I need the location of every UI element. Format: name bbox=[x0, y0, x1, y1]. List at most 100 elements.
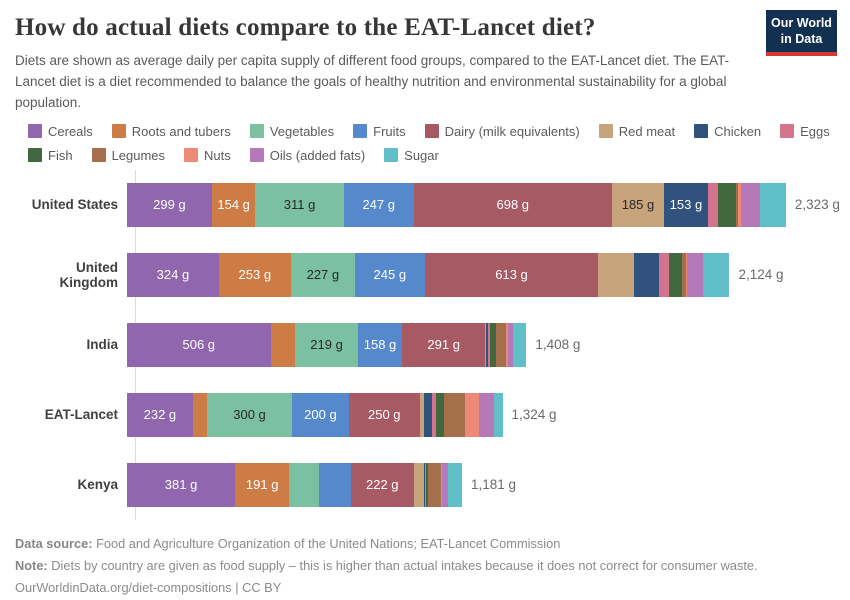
legend-swatch-icon bbox=[249, 124, 264, 139]
note-line: Note: Diets by country are given as food… bbox=[15, 555, 835, 577]
bar-total-label: 1,408 g bbox=[535, 337, 581, 353]
bar-segment[interactable] bbox=[423, 462, 425, 507]
bar-row: India 506 g 219 g 158 g 291 g 1,408 g bbox=[15, 310, 835, 380]
bar-segment[interactable] bbox=[687, 252, 703, 297]
bar-segment[interactable] bbox=[633, 252, 659, 297]
bar-segment[interactable]: 200 g bbox=[292, 392, 349, 437]
legend-label: Vegetables bbox=[269, 123, 335, 139]
bar-segment[interactable] bbox=[441, 462, 449, 507]
bar-segment[interactable]: 311 g bbox=[255, 182, 344, 227]
bar-segment[interactable]: 245 g bbox=[355, 252, 425, 297]
bar-segment[interactable] bbox=[424, 462, 426, 507]
segment-value-label: 153 g bbox=[669, 197, 703, 213]
bar-segment[interactable] bbox=[759, 182, 786, 227]
segment-value-label: 158 g bbox=[363, 337, 397, 353]
legend-item: Sugar bbox=[384, 148, 439, 163]
bar-segment[interactable]: 158 g bbox=[357, 322, 403, 367]
bar-segment[interactable]: 300 g bbox=[206, 392, 293, 437]
bar-segment[interactable]: 191 g bbox=[235, 462, 290, 507]
bar-segment[interactable]: 250 g bbox=[348, 392, 420, 437]
bar-segment[interactable]: 299 g bbox=[127, 182, 212, 227]
segment-value-label: 247 g bbox=[362, 197, 395, 213]
bar-segment[interactable] bbox=[423, 392, 432, 437]
legend-swatch-icon bbox=[111, 124, 126, 139]
segment-value-label: 154 g bbox=[217, 197, 250, 213]
bar-segment[interactable] bbox=[741, 182, 760, 227]
bar-segment[interactable] bbox=[685, 252, 688, 297]
bar-segment[interactable]: 324 g bbox=[127, 252, 219, 297]
bar-segment[interactable] bbox=[486, 322, 489, 367]
legend-swatch-icon bbox=[598, 124, 613, 139]
bar-segment[interactable] bbox=[490, 322, 496, 367]
bar-segment[interactable]: 232 g bbox=[127, 392, 193, 437]
bar-segment[interactable] bbox=[440, 462, 442, 507]
segment-value-label: 381 g bbox=[164, 477, 198, 493]
owid-logo-line1: Our World bbox=[771, 16, 832, 30]
segment-value-label: 191 g bbox=[245, 477, 279, 493]
bar-segment[interactable] bbox=[419, 392, 424, 437]
bar-segment[interactable]: 247 g bbox=[343, 182, 414, 227]
segment-value-label: 245 g bbox=[373, 267, 407, 283]
bar-segment[interactable] bbox=[738, 182, 742, 227]
bar-segment[interactable] bbox=[505, 322, 508, 367]
bar-segment[interactable]: 291 g bbox=[402, 322, 485, 367]
bar-segment[interactable] bbox=[431, 392, 436, 437]
legend-label: Dairy (milk equivalents) bbox=[444, 123, 580, 139]
bar-segment[interactable]: 154 g bbox=[211, 182, 256, 227]
bar-segment[interactable]: 613 g bbox=[424, 252, 599, 297]
bar-segment[interactable] bbox=[668, 252, 683, 297]
legend-label: Cereals bbox=[48, 123, 93, 139]
bar-segment[interactable]: 506 g bbox=[127, 322, 271, 367]
legend-item: Eggs bbox=[780, 124, 830, 139]
bar-segment[interactable] bbox=[425, 462, 429, 507]
bar-segment[interactable] bbox=[735, 182, 739, 227]
bar-segment[interactable] bbox=[443, 392, 465, 437]
bar-segment[interactable]: 253 g bbox=[218, 252, 291, 297]
bar-segment[interactable] bbox=[464, 392, 479, 437]
chart-url-link[interactable]: OurWorldinData.org/diet-compositions bbox=[15, 579, 232, 595]
bar-segment[interactable] bbox=[507, 322, 513, 367]
legend-item: Red meat bbox=[598, 123, 676, 139]
bar-segment[interactable] bbox=[682, 252, 686, 297]
bar-segment[interactable]: 698 g bbox=[413, 182, 612, 227]
bar-segment[interactable] bbox=[435, 392, 444, 437]
bar-segment[interactable] bbox=[270, 322, 296, 367]
legend-swatch-icon bbox=[424, 124, 439, 139]
data-source-line: Data source: Food and Agriculture Organi… bbox=[15, 533, 835, 555]
stacked-bar: 324 g 253 g 227 g 245 g 613 g bbox=[127, 252, 730, 297]
data-source-text: Food and Agriculture Organization of the… bbox=[92, 535, 561, 551]
row-label: India bbox=[86, 337, 118, 353]
bar-segment[interactable] bbox=[658, 252, 669, 297]
bar-segment[interactable] bbox=[484, 322, 487, 367]
bar-segment[interactable] bbox=[702, 252, 730, 297]
legend-swatch-icon bbox=[91, 148, 106, 163]
bar-segment[interactable] bbox=[289, 462, 320, 507]
bar-total-label: 1,324 g bbox=[511, 407, 557, 423]
legend-item: Oils (added fats) bbox=[249, 148, 365, 163]
legend-label: Red meat bbox=[618, 123, 676, 139]
legend-label: Chicken bbox=[714, 123, 762, 139]
bar-segment[interactable] bbox=[495, 322, 506, 367]
bar-segment[interactable] bbox=[512, 322, 527, 367]
bar-segment[interactable] bbox=[707, 182, 718, 227]
bar-segment[interactable]: 185 g bbox=[611, 182, 665, 227]
bar-segment[interactable] bbox=[413, 462, 424, 507]
bar-segment[interactable] bbox=[428, 462, 441, 507]
bar-segment[interactable] bbox=[493, 392, 503, 437]
bar-segment[interactable]: 219 g bbox=[295, 322, 358, 367]
bar-segment[interactable] bbox=[488, 322, 491, 367]
bar-segment[interactable] bbox=[717, 182, 736, 227]
row-label: United Kingdom bbox=[59, 259, 119, 290]
bar-segment[interactable]: 222 g bbox=[350, 462, 414, 507]
bar-row: EAT-Lancet 232 g 300 g 200 g 250 g 1,324 g bbox=[15, 380, 835, 450]
bar-segment[interactable] bbox=[598, 252, 634, 297]
bar-segment[interactable]: 227 g bbox=[290, 252, 356, 297]
bar-segment[interactable] bbox=[448, 462, 462, 507]
segment-value-label: 200 g bbox=[304, 407, 337, 423]
bar-segment[interactable] bbox=[478, 392, 494, 437]
bar-segment[interactable] bbox=[192, 392, 207, 437]
bar-segment[interactable]: 381 g bbox=[127, 462, 236, 507]
bar-segment[interactable]: 153 g bbox=[664, 182, 708, 227]
bar-segment[interactable] bbox=[319, 462, 351, 507]
